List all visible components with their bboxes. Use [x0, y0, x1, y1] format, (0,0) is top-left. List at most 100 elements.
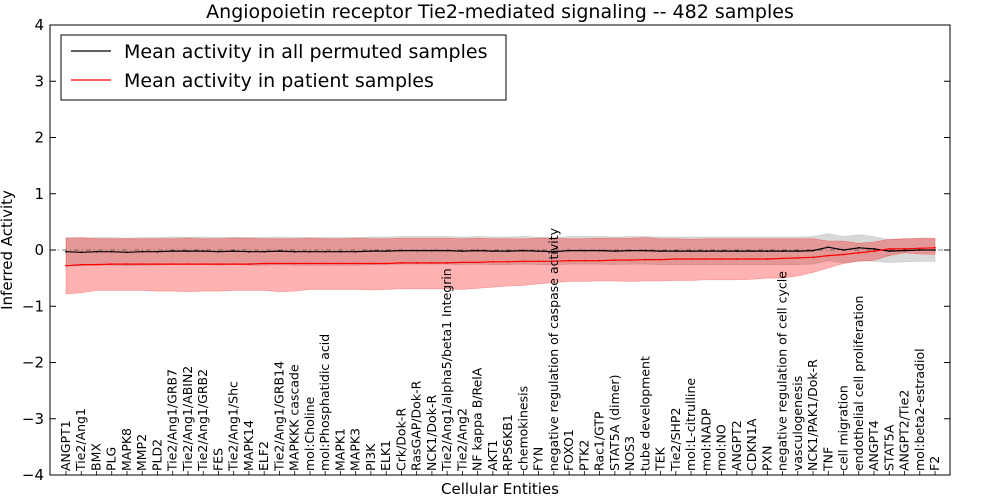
- point-series-1-25: [446, 262, 449, 264]
- point-series-1-32: [552, 260, 555, 263]
- point-series-1-0: [65, 264, 67, 267]
- category-label-18: MAPK1: [332, 428, 347, 471]
- category-label-35: Rac1/GTP: [592, 411, 607, 471]
- category-label-46: PXN: [759, 446, 774, 471]
- category-label-55: ANGPT2/Tie2: [897, 390, 912, 471]
- point-series-0-57: [934, 249, 936, 251]
- point-series-1-42: [705, 258, 708, 260]
- category-label-6: PLD2: [149, 439, 164, 471]
- category-label-50: TNF: [820, 447, 835, 472]
- category-label-1: Tie2/Ang1: [73, 408, 88, 472]
- category-label-2: BMX: [88, 443, 103, 471]
- legend-label-permuted: Mean activity in all permuted samples: [124, 41, 487, 63]
- point-series-0-50: [827, 246, 830, 249]
- category-label-51: cell migration: [836, 385, 851, 471]
- point-series-0-56: [918, 249, 921, 251]
- point-series-1-13: [263, 262, 266, 265]
- point-series-1-5: [141, 263, 144, 265]
- point-series-0-27: [476, 249, 479, 252]
- y-tick-label-7: −3: [22, 410, 44, 428]
- point-series-0-45: [751, 250, 753, 253]
- point-series-1-56: [918, 247, 921, 250]
- point-series-1-48: [796, 256, 799, 259]
- point-series-0-38: [644, 249, 647, 252]
- category-label-38: tube development: [637, 356, 652, 471]
- category-label-37: NOS3: [622, 436, 637, 471]
- point-series-1-41: [690, 258, 692, 260]
- y-tick-label-8: −4: [22, 466, 44, 484]
- point-series-1-47: [781, 257, 784, 260]
- point-series-1-17: [324, 262, 327, 265]
- category-label-21: ELK1: [378, 440, 393, 471]
- point-series-0-3: [110, 250, 113, 253]
- category-label-31: FYN: [531, 447, 546, 471]
- category-label-0: ANGPT1: [58, 420, 73, 471]
- point-series-0-9: [202, 250, 205, 253]
- point-series-1-16: [309, 262, 311, 265]
- point-series-1-50: [827, 254, 830, 257]
- point-series-1-29: [507, 260, 510, 263]
- y-tick-label-0: 4: [34, 16, 44, 34]
- point-series-1-35: [598, 259, 601, 262]
- point-series-1-1: [80, 263, 83, 266]
- band-series-0: [65, 233, 936, 267]
- category-label-20: PI3K: [363, 443, 378, 471]
- point-series-1-51: [842, 253, 845, 256]
- point-series-0-54: [888, 250, 891, 253]
- point-series-0-33: [568, 249, 571, 252]
- category-label-54: STAT5A: [881, 424, 896, 471]
- point-series-1-9: [202, 263, 205, 265]
- point-series-0-21: [385, 250, 388, 253]
- point-series-1-52: [857, 251, 860, 254]
- line-series-0: [65, 246, 935, 253]
- point-series-1-8: [187, 263, 189, 265]
- category-label-4: MAPK8: [119, 428, 134, 471]
- legend-box: [60, 34, 507, 101]
- category-label-25: Tie2/Ang1/alpha5/beta1 Integrin: [439, 268, 454, 472]
- y-tick-label-5: −1: [22, 297, 44, 315]
- point-series-1-6: [156, 263, 159, 265]
- point-series-1-24: [430, 262, 433, 264]
- category-label-40: Tie2/SHP2: [668, 408, 683, 472]
- point-series-0-24: [430, 249, 433, 252]
- x-axis-label: Cellular Entities: [441, 480, 559, 498]
- point-series-0-35: [598, 249, 601, 252]
- point-series-0-23: [415, 249, 418, 252]
- point-series-0-48: [796, 250, 799, 253]
- point-series-1-3: [110, 263, 113, 265]
- point-series-0-15: [293, 250, 296, 253]
- point-series-0-39: [659, 250, 662, 253]
- point-series-0-16: [309, 250, 311, 253]
- category-label-24: NCK1/Dok-R: [424, 395, 439, 471]
- category-label-47: negative regulation of cell cycle: [775, 271, 790, 471]
- point-series-0-37: [629, 249, 631, 252]
- point-series-0-11: [232, 250, 235, 253]
- point-series-1-49: [812, 256, 814, 259]
- point-series-1-54: [888, 247, 891, 250]
- point-series-0-52: [857, 246, 860, 249]
- line-series-1: [65, 247, 936, 267]
- point-series-1-7: [171, 263, 174, 265]
- point-series-0-7: [171, 250, 174, 253]
- point-series-1-57: [934, 246, 936, 249]
- point-series-1-12: [248, 263, 250, 265]
- point-series-0-41: [690, 250, 692, 253]
- point-series-0-51: [842, 249, 845, 251]
- category-label-29: RPS6KB1: [500, 414, 515, 471]
- point-series-1-38: [644, 258, 647, 261]
- category-label-33: FOXO1: [561, 429, 576, 471]
- chart-title: Angiopoietin receptor Tie2-mediated sign…: [206, 1, 794, 23]
- category-label-57: F2: [927, 456, 942, 471]
- category-label-48: vasculogenesis: [790, 376, 805, 471]
- category-label-15: MAPKKK cascade: [287, 364, 302, 471]
- point-series-1-11: [232, 263, 235, 265]
- point-series-1-46: [766, 258, 769, 260]
- point-series-1-19: [354, 262, 357, 265]
- y-tick-label-1: 3: [34, 72, 44, 90]
- category-label-28: AKT1: [485, 440, 500, 471]
- point-series-1-36: [613, 259, 616, 262]
- point-series-0-36: [613, 250, 616, 253]
- point-series-0-29: [507, 250, 510, 253]
- point-series-0-17: [324, 250, 327, 253]
